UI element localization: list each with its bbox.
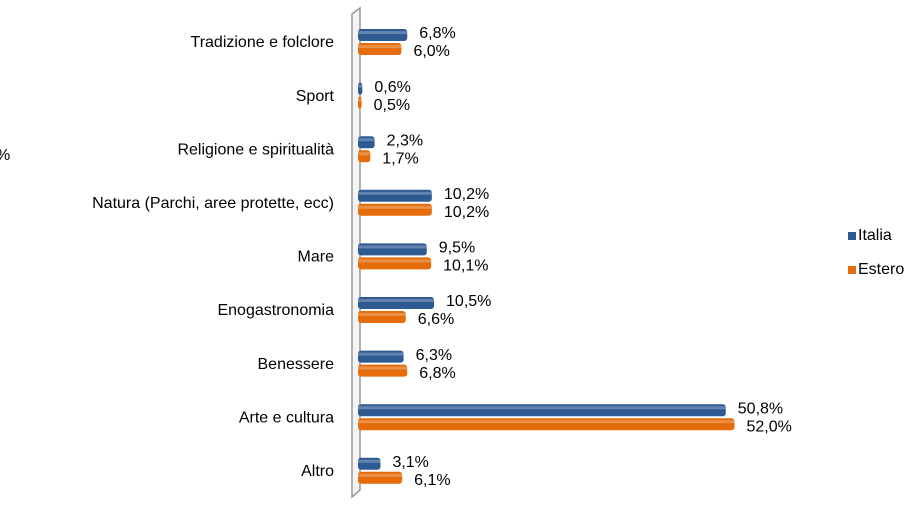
value-label: 0,5% xyxy=(374,97,410,114)
bar-highlight xyxy=(358,98,362,102)
bar xyxy=(358,457,381,470)
bar-highlight xyxy=(358,299,435,302)
legend-swatch xyxy=(848,232,856,240)
category-label: Enogastronomia xyxy=(217,302,334,319)
category-label: Altro xyxy=(301,463,334,480)
value-label: 3,1% xyxy=(392,454,428,471)
legend-swatch xyxy=(848,266,856,274)
axis-wall xyxy=(351,6,361,499)
bar-highlight xyxy=(358,459,381,463)
bar xyxy=(358,136,375,149)
bar-highlight xyxy=(358,191,432,195)
bar xyxy=(358,203,432,216)
bar xyxy=(358,297,435,309)
value-label: 0,6% xyxy=(374,79,410,96)
value-label: 6,6% xyxy=(418,311,454,328)
bar xyxy=(358,418,735,431)
category-label: Tradizione e folclore xyxy=(191,34,335,51)
value-label: 52,0% xyxy=(746,418,791,435)
category-label: Benessere xyxy=(258,356,335,373)
bar-highlight xyxy=(358,313,406,316)
bar xyxy=(358,29,408,41)
category-label: Sport xyxy=(296,88,335,105)
bar-highlight xyxy=(358,138,375,142)
bar-highlight xyxy=(358,205,432,209)
bar-highlight xyxy=(358,473,403,477)
value-label: 50,8% xyxy=(738,400,783,417)
bar xyxy=(358,96,362,109)
legend-label: Italia xyxy=(858,227,892,244)
legend-label: Estero xyxy=(858,261,904,278)
value-label: 6,0% xyxy=(413,43,449,60)
value-label: 10,2% xyxy=(444,186,489,203)
bar-highlight xyxy=(358,366,408,370)
category-label: Religione e spiritualità xyxy=(177,141,334,158)
value-label: 6,8% xyxy=(419,365,455,382)
value-label: 6,8% xyxy=(419,25,455,42)
bar xyxy=(358,471,403,484)
bar-highlight xyxy=(358,31,408,34)
bar xyxy=(358,364,408,377)
bar xyxy=(358,350,404,363)
bar-highlight xyxy=(358,406,726,410)
bar xyxy=(358,404,726,417)
bar-highlight xyxy=(358,352,404,356)
value-label: 9,5% xyxy=(439,240,475,257)
bar-highlight xyxy=(358,259,432,263)
bar xyxy=(358,150,371,163)
value-label: 10,5% xyxy=(446,293,491,310)
bar xyxy=(358,43,402,55)
bar-highlight xyxy=(358,245,427,249)
bar-highlight xyxy=(358,45,402,48)
value-label: 1,7% xyxy=(382,150,418,167)
category-label: Natura (Parchi, aree protette, ecc) xyxy=(92,195,334,212)
bar xyxy=(358,257,432,270)
bar-highlight xyxy=(358,84,363,88)
bar xyxy=(358,82,363,95)
value-label: 2,3% xyxy=(387,132,423,149)
bar-highlight xyxy=(358,152,371,156)
annotation: % xyxy=(0,147,10,164)
bar xyxy=(358,311,406,323)
bar xyxy=(358,189,432,202)
value-label: 10,2% xyxy=(444,204,489,221)
value-label: 6,1% xyxy=(414,472,450,489)
bar xyxy=(358,243,427,256)
value-label: 10,1% xyxy=(443,258,488,275)
category-label: Mare xyxy=(298,249,335,266)
value-label: 6,3% xyxy=(416,347,452,364)
bar-highlight xyxy=(358,420,735,424)
category-label: Arte e cultura xyxy=(239,409,334,426)
